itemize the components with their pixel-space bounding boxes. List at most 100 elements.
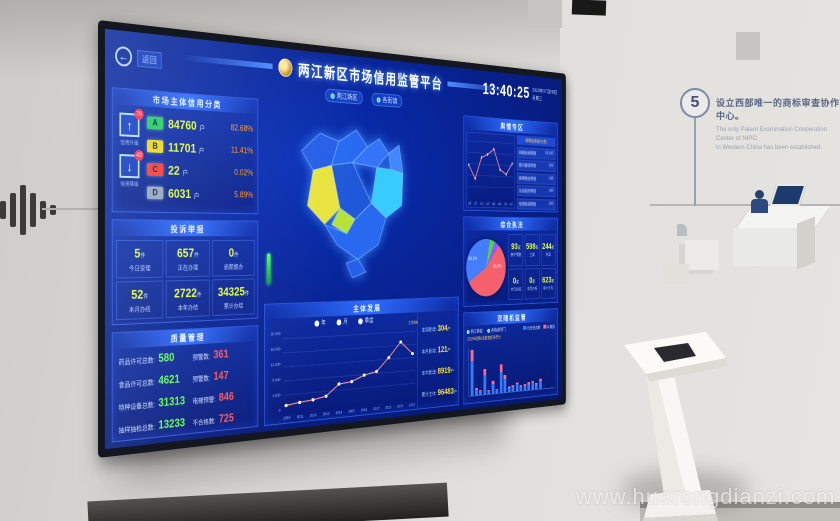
upgrade-badge: 76 [134,108,144,120]
quality-row: 药品许可总数: 580 [118,350,175,367]
random-tab[interactable]: 两江新区 [466,328,483,335]
development-stat: 本年新增: 8919户 [421,365,454,377]
y-tick: 4,000 [272,392,281,398]
quality-row: 不合格数: 725 [192,410,234,428]
development-panel: 主体发展 年月季度 0 4,000 8,000 12,000 16,000 20,000 … [264,296,459,427]
x-tick: 2016 [360,407,368,413]
enforcement-stat: 244家 结案 [541,234,556,266]
milestone-stem [694,118,696,206]
sentiment-row: 报刊媒体舆情 162 [516,159,556,173]
emblem-icon [278,57,293,77]
radio-icon [487,328,491,333]
x-tick: 5月 [492,201,496,206]
watermark: www.huarongdianzi.com [576,484,836,509]
y-tick: 20,000 [270,331,281,337]
bar [487,389,491,395]
credit-downgrade-button[interactable]: ↓ 43 [119,149,144,179]
legend-dot-icon [336,318,342,326]
stacked-bar-chart [468,342,555,397]
illustration-block [685,240,719,270]
bar [479,389,482,395]
radio-icon [376,96,381,103]
y-tick: 16,000 [270,346,281,352]
kiosk-stand[interactable] [598,318,798,521]
clock-time: 13:40:25 [482,80,530,103]
development-stat: 累计主体: 96483户 [421,386,457,398]
bar [503,374,507,393]
timeline-right [650,204,840,206]
legend-item[interactable]: 月 [336,317,348,326]
milestone-text: 设立西部唯一的商标审查协作中心。 The only Patent Examina… [716,96,840,153]
downgrade-badge: 43 [134,149,144,161]
bar [527,382,530,391]
credit-panel: 市场主体信用分类 ↑ 76 信用升级 ↓ 43 信用降级 A 84760 户 82.… [111,87,259,215]
dashboard-display: ← 返回 两江新区市场信用监管平台 13:40:25 2020年07月08日 星期… [104,28,562,450]
complaint-cell: 52件 本月办结 [116,280,163,321]
quality-grid: 药品许可总数: 580 预警数: 361 食品许可总数: 4621 预警数: 147 特种设备总… [113,341,258,442]
grade-badge: A [146,115,164,130]
service-counter-illustration [655,168,840,293]
bar [491,380,495,394]
quality-row: 预警数: 147 [192,368,229,384]
x-tick: 2010 [283,415,291,421]
person-icon [751,199,768,213]
grade-badge: D [146,185,164,199]
y-tick: 8,000 [272,377,281,383]
baseboard-right [640,502,840,510]
legend-item: 问题数 [543,324,555,330]
development-line-chart: 0 4,000 8,000 12,000 16,000 20,000 17004 2010… [265,312,418,425]
bar [535,382,538,390]
enforcement-stat: 623家 累计办结 [541,267,556,299]
x-tick: 6月 [497,201,502,206]
legend-item[interactable]: 季度 [358,316,374,325]
right-column: 舆情专区 1月 2月 3月 4月 5月 6月 7月 8月 舆情信息统计(条) 网络新闻舆情 19… [463,115,558,405]
sentiment-x-ticks: 1月 2月 3月 4月 5月 6月 7月 8月 [468,201,513,207]
quality-panel: 质量管理 药品许可总数: 580 预警数: 361 食品许可总数: 4621 预警数: 147… [111,325,259,443]
complaint-cell: 0件 逾期督办 [212,239,255,277]
downgrade-label: 信用降级 [120,181,139,189]
back-button[interactable]: ← 返回 [115,45,162,70]
radio-icon [330,92,335,99]
timeline-left [42,208,98,210]
quality-row: 预警数: 361 [192,347,229,362]
x-tick: 2019 [397,403,404,409]
sentiment-panel: 舆情专区 1月 2月 3月 4月 5月 6月 7月 8月 舆情信息统计(条) 网络新闻舆情 19… [463,115,558,213]
enforcement-stat: 0家 本月办结 [524,267,540,300]
enforcement-panel-title: 综合执法 [463,217,558,231]
enforcement-stat: 598家 立案 [524,234,540,266]
x-tick: 2012 [309,412,317,418]
complaints-grid: 5件 今日受理 657件 正在办理 0件 逾期督办 52件 本月办结 2722件 本年办结 3432… [113,236,258,324]
credit-rows: A 84760 户 82.68% B 11701 户 11.41% C 22 户 0.02% D 6… [146,110,253,206]
milestone-cn: 设立西部唯一的商标审查协作中心。 [716,98,840,121]
random-tab[interactable]: 各街道部门 [487,326,506,333]
bar [470,349,474,396]
bar [515,382,519,392]
complaints-panel-title: 投诉举报 [112,220,258,237]
y-axis-ticks: 0 4,000 8,000 12,000 16,000 20,000 [266,331,281,414]
complaint-cell: 34325件 累计办结 [212,278,255,317]
upgrade-label: 信用升级 [120,140,139,148]
region-tab[interactable]: 各街镇 [371,92,403,108]
legend-item[interactable]: 年 [314,318,326,327]
bar [538,378,542,389]
x-tick: 2020 [408,402,415,408]
map-panel [264,99,459,297]
sentiment-list: 舆情信息统计(条) 网络新闻舆情 19,242 报刊媒体舆情 162 微博微信舆情 145… [516,135,556,210]
complaint-cell: 5件 今日受理 [116,239,163,279]
dashboard-screen: ← 返回 两江新区市场信用监管平台 13:40:25 2020年07月08日 星期… [98,20,566,458]
enforcement-pie-chart: 55.6% 38.1% [466,239,506,298]
counter-front [733,228,797,266]
legend-dot-icon [358,317,363,325]
district-map[interactable] [277,109,444,286]
credit-upgrade-button[interactable]: ↑ 76 [119,108,144,138]
region-tab[interactable]: 两江新区 [325,88,363,105]
x-tick: 2013 [322,411,330,417]
quality-row: 特种设备总数: 31313 [118,393,186,413]
map-legend-bar [266,253,271,285]
bar [519,385,523,391]
x-tick: 7月 [503,202,508,207]
building-silhouette [528,0,562,28]
milestone-number-badge: 5 [680,88,710,118]
x-tick: 2月 [474,201,478,206]
x-tick: 2015 [348,408,355,414]
